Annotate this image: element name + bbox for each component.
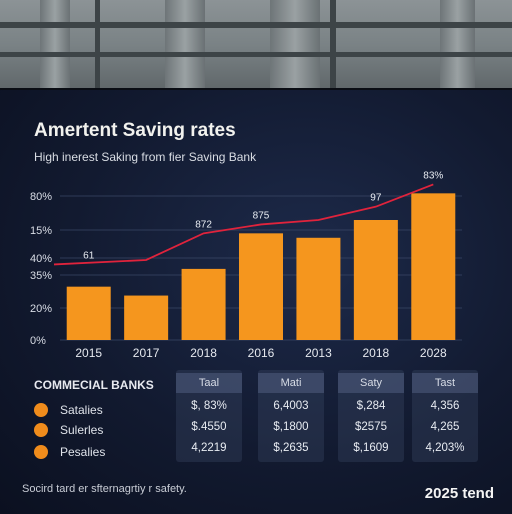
row-label: Sulerles xyxy=(60,423,104,437)
y-tick-label: 40% xyxy=(30,253,52,265)
table-cell: $,2635 xyxy=(273,442,309,454)
bullet-dot-icon xyxy=(34,445,48,459)
chart-subtitle: High inerest Saking from fier Saving Ban… xyxy=(34,150,257,164)
background-architecture xyxy=(0,0,512,100)
x-tick-label: 2018 xyxy=(190,346,217,360)
data-label: 875 xyxy=(253,210,270,221)
table-column: Mati 6,4003 $,1800 $,2635 xyxy=(258,370,324,462)
x-tick-label: 2015 xyxy=(75,346,102,360)
y-tick-label: 80% xyxy=(30,191,52,203)
x-tick-label: 2013 xyxy=(305,346,332,360)
table-cell: 4,356 xyxy=(430,400,460,412)
x-tick-label: 2016 xyxy=(248,346,275,360)
data-label: 97 xyxy=(370,193,382,204)
table-cell: $,1609 xyxy=(353,442,389,454)
footer-tag: 2025 tend xyxy=(424,485,494,502)
bullet-dot-icon xyxy=(34,403,48,417)
bar xyxy=(296,237,341,340)
bar xyxy=(239,233,283,340)
bar xyxy=(411,193,456,340)
row-label: Pesalies xyxy=(60,445,106,459)
table-cell: $,1800 xyxy=(273,421,309,433)
column-header: Tast xyxy=(412,373,478,393)
table-section-label: COMMECIAL BANKS xyxy=(34,378,154,392)
bar xyxy=(181,268,226,340)
footer-note: Socird tard er sfternagrtiy r safety. xyxy=(22,483,187,495)
table-cell: 4,265 xyxy=(430,421,460,433)
column-header: Mati xyxy=(258,373,324,393)
table-cell: $,284 xyxy=(356,400,386,412)
table-cell: 6,4003 xyxy=(273,400,309,412)
bar xyxy=(66,286,111,340)
background-pillar xyxy=(40,0,70,100)
x-tick-label: 2017 xyxy=(133,346,160,360)
table-column: Taal $, 83% $.4550 4,2219 xyxy=(176,370,242,462)
y-tick-label: 35% xyxy=(30,270,52,282)
y-tick-label: 15% xyxy=(30,225,52,237)
table-cell: $, 83% xyxy=(191,400,227,412)
bar xyxy=(124,295,169,340)
y-tick-label: 20% xyxy=(30,303,52,315)
table-cell: 4,203% xyxy=(425,442,465,454)
data-label: 872 xyxy=(195,219,212,230)
table-row: Satalies xyxy=(34,400,103,420)
background-beam xyxy=(0,52,512,57)
table-row: Pesalies xyxy=(34,442,105,462)
background-beam xyxy=(0,22,512,28)
background-pillar xyxy=(165,0,205,100)
table-column: Tast 4,356 4,265 4,203% xyxy=(412,370,478,462)
background-beam xyxy=(95,0,100,100)
x-tick-label: 2028 xyxy=(420,346,447,360)
row-label: Satalies xyxy=(60,403,103,417)
y-tick-label: 0% xyxy=(30,335,46,347)
background-beam xyxy=(330,0,336,100)
table-cell: 4,2219 xyxy=(191,442,227,454)
chart-title: Amertent Saving rates xyxy=(34,120,236,141)
bank-table: COMMECIAL BANKS Satalies Sulerles Pesali… xyxy=(24,370,480,465)
bullet-dot-icon xyxy=(34,423,48,437)
x-tick-label: 2018 xyxy=(363,346,390,360)
table-column: Saty $,284 $2575 $,1609 xyxy=(338,370,404,462)
table-cell: $.4550 xyxy=(191,421,227,433)
data-label: 61 xyxy=(83,250,95,261)
table-cell: $2575 xyxy=(355,421,387,433)
background-pillar xyxy=(440,0,475,100)
column-header: Taal xyxy=(176,373,242,393)
column-header: Saty xyxy=(338,373,404,393)
bar xyxy=(353,220,398,340)
background-pillar xyxy=(270,0,320,100)
data-label: 83% xyxy=(423,170,443,181)
table-row: Sulerles xyxy=(34,420,103,440)
trend-line xyxy=(53,183,434,266)
